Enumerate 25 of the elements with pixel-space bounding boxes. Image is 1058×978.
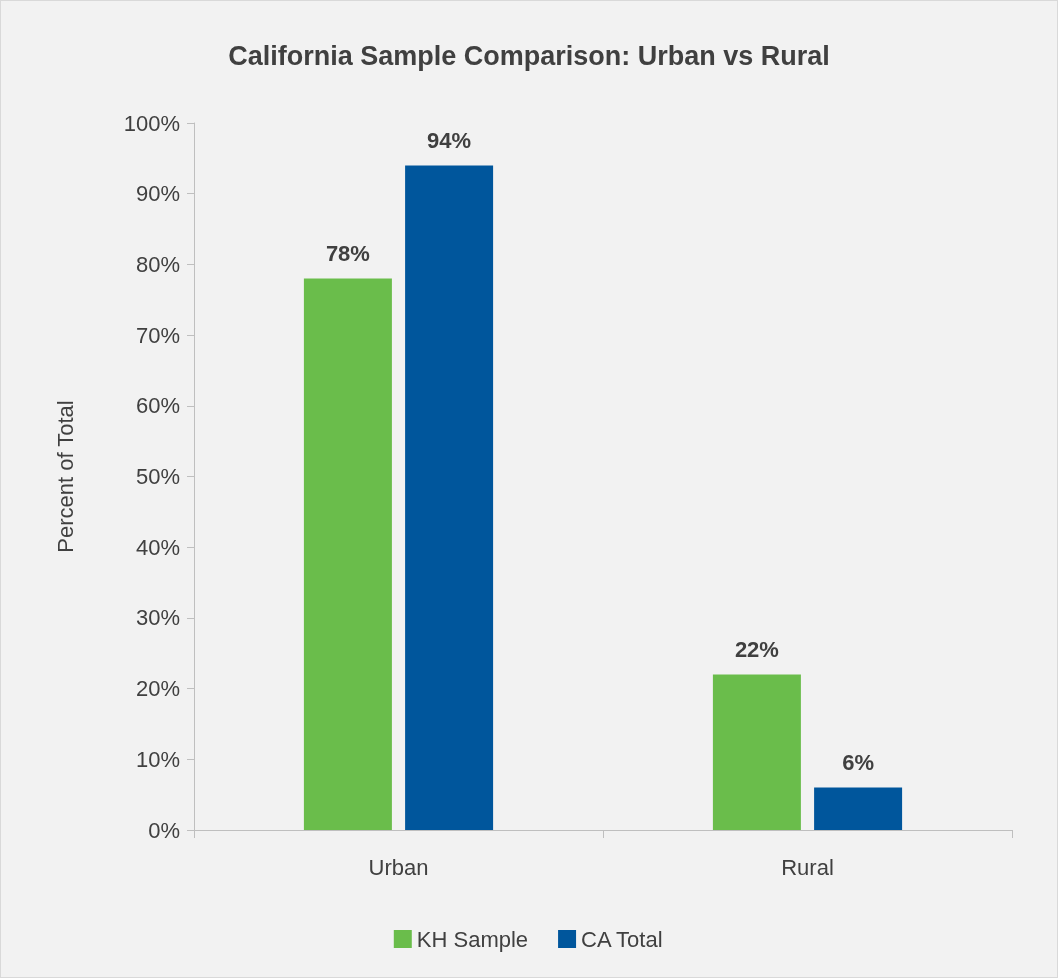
y-tick-label: 50% [135,464,180,489]
bar [303,278,392,830]
y-tick-label: 90% [135,181,180,207]
y-tick-label: 30% [135,605,180,631]
legend-label: CA Total [581,926,663,952]
y-tick-label: 40% [135,534,180,560]
y-tick-label: 60% [135,393,180,419]
bar [405,165,494,830]
data-label: 78% [325,241,370,267]
y-tick-label: 20% [135,676,180,702]
bar [712,674,801,830]
y-tick-label: 0% [148,817,180,843]
x-tick-label: Rural [781,854,834,880]
y-axis-title: Percent of Total [52,400,78,553]
y-tick-label: 70% [135,322,180,348]
data-label: 6% [842,750,874,776]
data-label: 94% [427,127,472,153]
y-tick-label: 100% [123,110,180,136]
legend-label: KH Sample [416,926,529,952]
chart-title: California Sample Comparison: Urban vs Rural [228,40,830,71]
bar [814,787,903,830]
y-tick-label: 10% [135,746,180,772]
y-tick-label: 80% [135,251,180,277]
data-label: 22% [734,636,779,662]
x-tick-label: Urban [368,854,429,880]
